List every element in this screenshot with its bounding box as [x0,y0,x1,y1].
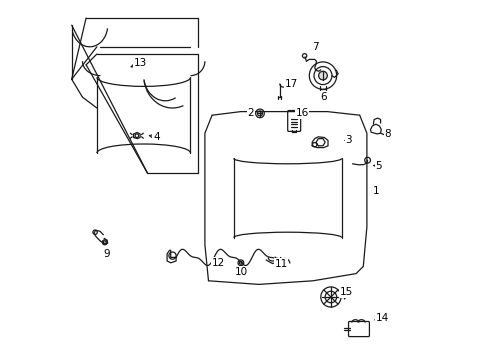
FancyBboxPatch shape [348,321,368,337]
Text: 2: 2 [247,108,254,118]
Text: 12: 12 [211,258,225,268]
Text: 11: 11 [274,258,287,269]
Text: 14: 14 [375,312,388,323]
Text: 3: 3 [345,135,351,145]
Circle shape [318,71,326,80]
Text: 17: 17 [284,78,297,89]
Text: 13: 13 [133,58,146,68]
Text: 10: 10 [234,267,247,277]
Text: 1: 1 [372,186,378,196]
Text: 6: 6 [320,92,326,102]
Text: 16: 16 [295,108,308,118]
Text: 15: 15 [339,287,352,297]
Text: 4: 4 [153,132,159,142]
Text: 8: 8 [384,129,390,139]
Text: 5: 5 [374,161,381,171]
Text: 9: 9 [103,249,110,259]
FancyBboxPatch shape [287,111,300,131]
Text: 7: 7 [312,42,319,52]
